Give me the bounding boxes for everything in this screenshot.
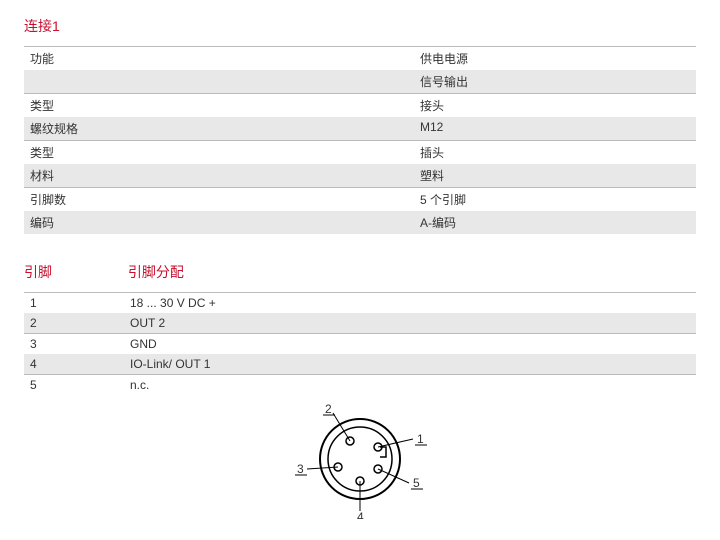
spec-row: 编码A-编码 <box>24 211 696 234</box>
spec-label: 引脚数 <box>24 188 414 212</box>
spec-value: 接头 <box>414 94 696 118</box>
spec-table: 功能供电电源信号输出类型接头螺纹规格M12类型插头材料塑料引脚数5 个引脚编码A… <box>24 46 696 234</box>
spec-label: 编码 <box>24 211 414 234</box>
spec-label: 材料 <box>24 164 414 188</box>
pin-header-col2: 引脚分配 <box>128 264 184 280</box>
pin-number: 4 <box>24 354 124 375</box>
connector-diagram: 1 2 3 4 5 <box>24 399 696 524</box>
pin-assignment: 18 ... 30 V DC + <box>124 293 696 314</box>
spec-value: A-编码 <box>414 211 696 234</box>
spec-row: 螺纹规格M12 <box>24 117 696 141</box>
diagram-pin-label: 5 <box>413 476 420 490</box>
spec-row: 类型接头 <box>24 94 696 118</box>
pin-row: 4IO-Link/ OUT 1 <box>24 354 696 375</box>
pin-number: 5 <box>24 375 124 396</box>
pin-header: 引脚 引脚分配 <box>24 262 696 282</box>
diagram-pin-label: 4 <box>357 510 364 519</box>
pin-row: 5n.c. <box>24 375 696 396</box>
pin-number: 1 <box>24 293 124 314</box>
pin-row: 2OUT 2 <box>24 313 696 334</box>
diagram-pin-label: 2 <box>325 402 332 416</box>
spec-label: 功能 <box>24 47 414 71</box>
spec-value: 信号输出 <box>414 70 696 94</box>
spec-row: 功能供电电源 <box>24 47 696 71</box>
spec-value: 塑料 <box>414 164 696 188</box>
spec-label: 螺纹规格 <box>24 117 414 141</box>
spec-value: 供电电源 <box>414 47 696 71</box>
pin-row: 3GND <box>24 334 696 355</box>
pin-number: 3 <box>24 334 124 355</box>
spec-row: 引脚数5 个引脚 <box>24 188 696 212</box>
pin-assignment: n.c. <box>124 375 696 396</box>
pin-table: 118 ... 30 V DC +2OUT 23GND4IO-Link/ OUT… <box>24 292 696 395</box>
pin-number: 2 <box>24 313 124 334</box>
spec-row: 材料塑料 <box>24 164 696 188</box>
spec-value: 插头 <box>414 141 696 165</box>
pin-assignment: OUT 2 <box>124 313 696 334</box>
pin-row: 118 ... 30 V DC + <box>24 293 696 314</box>
diagram-pin-label: 1 <box>417 432 424 446</box>
pin-assignment: IO-Link/ OUT 1 <box>124 354 696 375</box>
spec-label: 类型 <box>24 94 414 118</box>
spec-value: M12 <box>414 117 696 141</box>
spec-label: 类型 <box>24 141 414 165</box>
spec-value: 5 个引脚 <box>414 188 696 212</box>
section-title: 连接1 <box>24 16 696 36</box>
spec-label <box>24 70 414 94</box>
diagram-pin-label: 3 <box>297 462 304 476</box>
pin-header-col1: 引脚 <box>24 262 124 282</box>
spec-row: 类型插头 <box>24 141 696 165</box>
pin-assignment: GND <box>124 334 696 355</box>
spec-row: 信号输出 <box>24 70 696 94</box>
